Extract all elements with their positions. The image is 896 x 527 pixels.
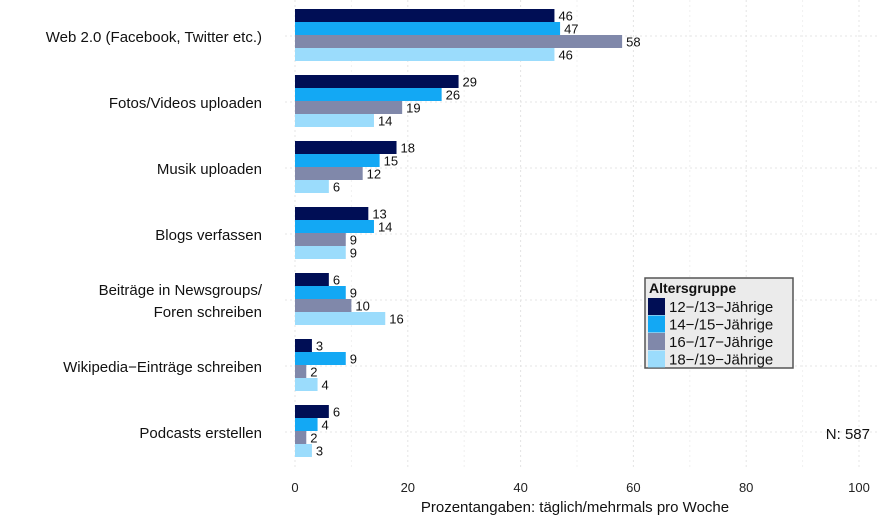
bar xyxy=(295,101,403,114)
data-label: 29 xyxy=(463,75,477,90)
legend-label: 16−/17−Jährige xyxy=(669,334,773,351)
bar xyxy=(295,207,369,220)
bar xyxy=(295,154,380,167)
data-label: 46 xyxy=(558,48,572,63)
data-label: 6 xyxy=(333,405,340,420)
x-tick-label: 0 xyxy=(291,480,298,495)
bar xyxy=(295,378,318,391)
bar xyxy=(295,233,346,246)
legend-swatch xyxy=(648,333,665,350)
legend-swatch xyxy=(648,298,665,315)
data-label: 6 xyxy=(333,180,340,195)
data-label: 16 xyxy=(389,312,403,327)
data-label: 18 xyxy=(401,141,415,156)
legend-label: 18−/19−Jährige xyxy=(669,352,773,369)
data-label: 4 xyxy=(322,378,329,393)
legend-title: Altersgruppe xyxy=(649,280,736,296)
data-label: 13 xyxy=(372,207,386,222)
data-label: 14 xyxy=(378,220,392,235)
bar xyxy=(295,114,374,127)
data-label: 4 xyxy=(322,418,329,433)
data-label: 58 xyxy=(626,35,640,50)
bar xyxy=(295,352,346,365)
data-label: 9 xyxy=(350,286,357,301)
data-label: 6 xyxy=(333,273,340,288)
data-label: 14 xyxy=(378,114,392,129)
data-label: 9 xyxy=(350,246,357,261)
bar xyxy=(295,299,352,312)
x-tick-label: 60 xyxy=(626,480,640,495)
bar xyxy=(295,286,346,299)
bar xyxy=(295,273,329,286)
x-axis-title: Prozentangaben: täglich/mehrmals pro Woc… xyxy=(421,499,729,516)
data-label: 19 xyxy=(406,101,420,116)
legend-swatch xyxy=(648,350,665,368)
bar xyxy=(295,75,459,88)
bar xyxy=(295,246,346,259)
data-label: 15 xyxy=(384,154,398,169)
data-label: 3 xyxy=(316,444,323,459)
bar xyxy=(295,220,374,233)
bar xyxy=(295,9,555,22)
category-label: Musik uploaden xyxy=(157,161,262,178)
data-label: 3 xyxy=(316,339,323,354)
x-tick-label: 100 xyxy=(848,480,870,495)
bar xyxy=(295,444,312,457)
category-label: Blogs verfassen xyxy=(155,227,262,244)
sample-size-annotation: N: 587 xyxy=(826,426,870,443)
legend-box xyxy=(644,277,794,369)
data-label: 2 xyxy=(310,365,317,380)
data-label: 46 xyxy=(558,9,572,24)
x-tick-label: 20 xyxy=(401,480,415,495)
bar xyxy=(295,365,307,378)
category-label: Web 2.0 (Facebook, Twitter etc.) xyxy=(46,29,262,46)
data-label: 9 xyxy=(350,233,357,248)
category-label: Foren schreiben xyxy=(154,304,262,321)
data-label: 2 xyxy=(310,431,317,446)
bar xyxy=(295,418,318,431)
bar xyxy=(295,431,307,444)
bar xyxy=(295,167,363,180)
bar xyxy=(295,22,561,35)
bar xyxy=(295,405,329,418)
data-label: 12 xyxy=(367,167,381,182)
legend-label: 12−/13−Jährige xyxy=(669,299,773,316)
legend-label: 14−/15−Jährige xyxy=(669,317,773,334)
legend: Altersgruppe 12−/13−Jährige14−/15−Jährige… xyxy=(644,277,794,369)
bar xyxy=(295,88,442,101)
x-tick-label: 40 xyxy=(513,480,527,495)
category-label: Fotos/Videos uploaden xyxy=(109,95,262,112)
data-label: 47 xyxy=(564,22,578,37)
data-label: 9 xyxy=(350,352,357,367)
bar xyxy=(295,312,386,325)
data-label: 26 xyxy=(446,88,460,103)
category-label: Beiträge in Newsgroups/ xyxy=(99,282,263,299)
category-label: Podcasts erstellen xyxy=(139,425,262,442)
x-tick-label: 80 xyxy=(739,480,753,495)
legend-swatch xyxy=(648,315,665,333)
bar xyxy=(295,141,397,154)
bar xyxy=(295,48,555,61)
bar xyxy=(295,180,329,193)
data-label: 10 xyxy=(355,299,369,314)
category-label: Wikipedia−Einträge schreiben xyxy=(63,359,262,376)
bar xyxy=(295,35,623,48)
bar xyxy=(295,339,312,352)
